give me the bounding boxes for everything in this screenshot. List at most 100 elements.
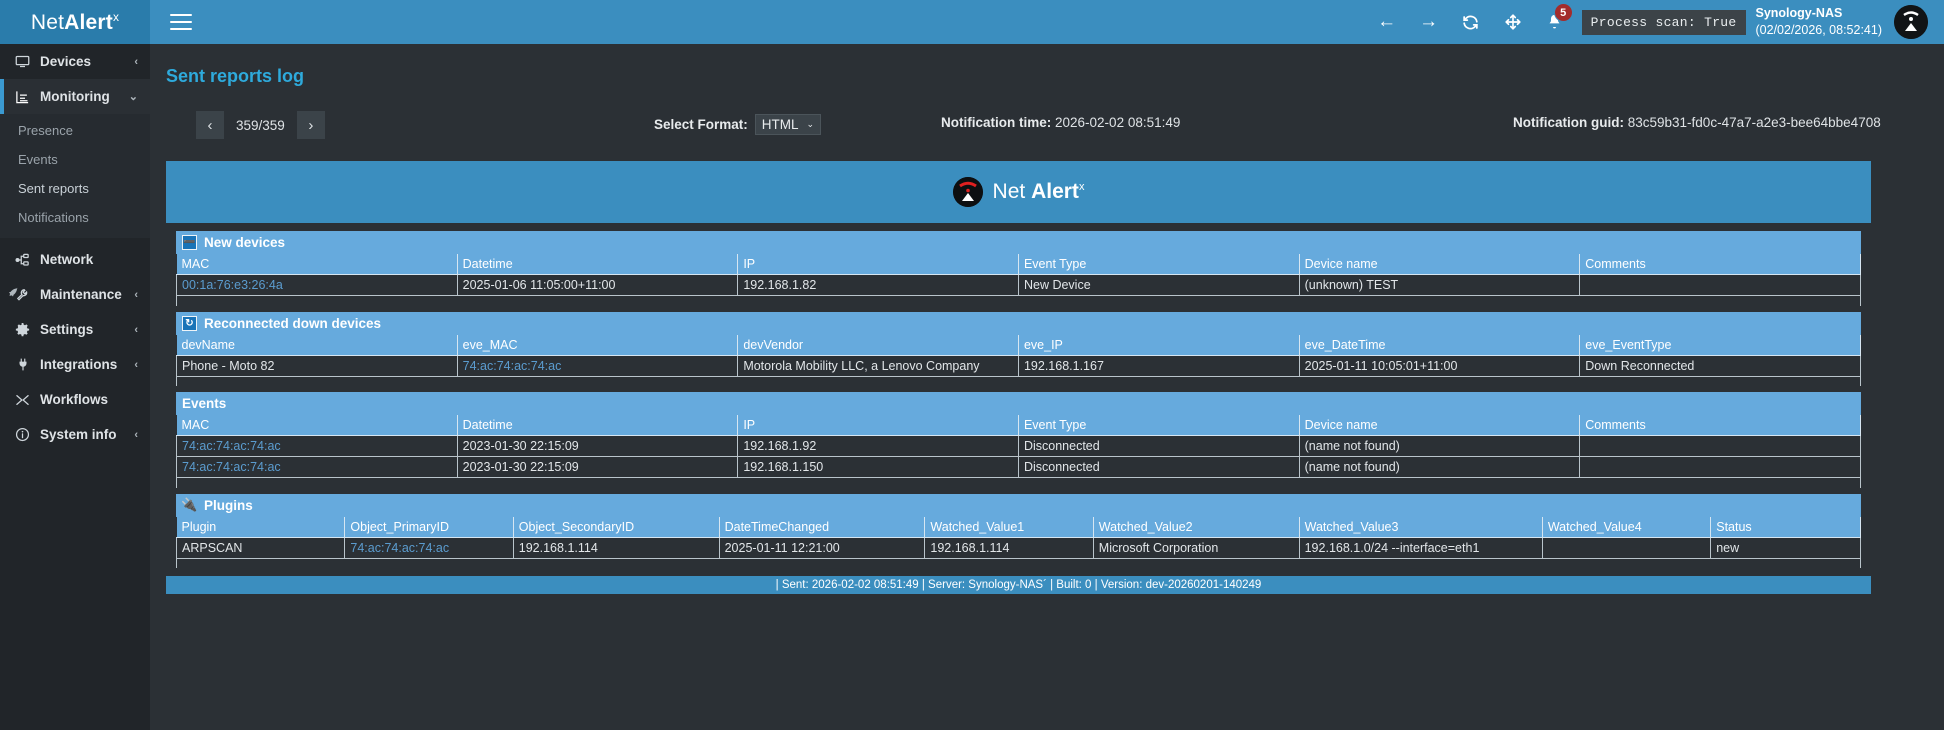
table-cell: New Device — [1017, 274, 1300, 296]
sidebar-item-maintenance[interactable]: Maintenance ‹ — [0, 277, 150, 312]
table-cell: (name not found) — [1298, 456, 1581, 478]
rocket-icon — [6, 286, 20, 303]
column-header[interactable]: Datetime — [457, 254, 739, 275]
format-label: Select Format: — [654, 117, 748, 132]
table-cell: 192.168.1.114 — [924, 536, 1094, 559]
brand-superscript: x — [112, 9, 120, 24]
move-icon[interactable] — [1492, 0, 1534, 44]
notification-guid-label: Notification guid: — [1513, 115, 1624, 130]
server-time: (02/02/2026, 08:52:41) — [1755, 23, 1883, 37]
column-header[interactable]: Watched_Value3 — [1299, 516, 1543, 538]
column-header[interactable]: Comments — [1579, 415, 1861, 436]
sidebar-item-workflows-label: Workflows — [40, 392, 109, 407]
table-row: 74:ac:74:ac:74:ac 2023-01-30 22:15:09 192.… — [176, 435, 1861, 457]
table-spacer-row — [176, 557, 1861, 568]
column-header[interactable]: eve_DateTime — [1299, 334, 1581, 356]
forward-glyph: → — [1419, 11, 1439, 32]
column-header[interactable]: Plugin — [176, 516, 346, 538]
report-logo-part-1: Net — [992, 180, 1026, 203]
menu-toggle-icon[interactable] — [170, 14, 192, 30]
avatar[interactable] — [1894, 5, 1928, 39]
sidebar-item-integrations-label: Integrations — [40, 357, 118, 372]
table-cell: Phone - Moto 82 — [176, 354, 458, 377]
column-header[interactable]: Event Type — [1018, 254, 1300, 275]
notification-time-value: 2026-02-02 08:51:49 — [1055, 115, 1181, 130]
table-spacer-cell — [176, 295, 1861, 306]
format-select-value: HTML — [761, 117, 799, 132]
forward-icon[interactable]: → — [1408, 0, 1450, 44]
column-header[interactable]: Device name — [1299, 415, 1581, 436]
table-cell[interactable]: 74:ac:74:ac:74:ac — [176, 456, 458, 478]
page-title: Sent reports log — [166, 66, 305, 86]
report-section: ↻ Reconnected down devices devName eve_MAC d… — [176, 311, 1861, 386]
column-header[interactable]: eve_EventType — [1579, 334, 1861, 356]
column-header[interactable]: Watched_Value4 — [1542, 516, 1712, 538]
column-header[interactable]: IP — [737, 415, 1019, 436]
table-cell — [1579, 435, 1861, 457]
table-cell[interactable]: 00:1a:76:e3:26:4a — [176, 274, 458, 296]
report-table: MAC Datetime IP Event Type Device name Commen… — [176, 254, 1861, 306]
workflow-icon — [14, 393, 31, 407]
column-header[interactable]: devName — [176, 334, 458, 356]
format-selector-group: Select Format: HTML ⌄ — [654, 114, 822, 135]
prev-report-button[interactable]: ‹ — [196, 111, 224, 139]
pagination: ‹ 359/359 › — [196, 111, 325, 139]
refresh-icon[interactable] — [1450, 0, 1492, 44]
server-info: Synology-NAS (02/02/2026, 08:52:41) — [1756, 5, 1883, 39]
back-icon[interactable]: ← — [1366, 0, 1408, 44]
section-title: Reconnected down devices — [204, 315, 382, 331]
sidebar: Devices ‹ Monitoring ⌄ Presence Events S… — [0, 44, 150, 730]
sidebar-item-network[interactable]: Network — [0, 242, 150, 277]
table-cell[interactable]: 74:ac:74:ac:74:ac — [456, 354, 739, 377]
sidebar-item-integrations[interactable]: Integrations ‹ — [0, 347, 150, 382]
sidebar-item-maintenance-label: Maintenance — [40, 287, 122, 302]
column-header[interactable]: Datetime — [457, 415, 739, 436]
table-cell[interactable]: 74:ac:74:ac:74:ac — [176, 435, 458, 457]
column-header[interactable]: Object_SecondaryID — [513, 516, 720, 538]
sidebar-item-notifications[interactable]: Notifications — [18, 210, 89, 225]
table-cell: 192.168.1.82 — [737, 274, 1019, 296]
sidebar-item-system-info[interactable]: System info ‹ — [0, 417, 150, 452]
sidebar-item-monitoring[interactable]: Monitoring ⌄ — [0, 79, 150, 114]
column-header[interactable]: devVendor — [737, 334, 1019, 356]
app-logo[interactable]: NetAlertx — [0, 0, 150, 44]
column-header[interactable]: MAC — [176, 254, 458, 275]
column-header[interactable]: Watched_Value1 — [924, 516, 1094, 538]
wrench-icon — [14, 288, 31, 302]
column-header[interactable]: eve_IP — [1018, 334, 1300, 356]
table-cell[interactable]: 74:ac:74:ac:74:ac — [344, 536, 514, 559]
next-report-button[interactable]: › — [296, 111, 325, 139]
column-header[interactable]: DateTimeChanged — [719, 516, 926, 538]
notification-guid-value: 83c59b31-fd0c-47a7-a2e3-bee64bbe4708 — [1627, 115, 1881, 130]
process-scan-status: Process scan: True — [1581, 9, 1746, 35]
top-bar-content: ← → 5 Process scan: True Synology-NAS (0… — [150, 0, 1944, 44]
table-cell — [1541, 536, 1712, 559]
column-header[interactable]: Watched_Value2 — [1093, 516, 1300, 538]
chevron-down-icon: ⌄ — [806, 119, 815, 129]
column-header[interactable]: Status — [1710, 516, 1861, 538]
column-header[interactable]: IP — [737, 254, 1019, 275]
table-cell: Down Reconnected — [1579, 354, 1861, 377]
sidebar-item-presence[interactable]: Presence — [18, 123, 73, 138]
sidebar-item-workflows[interactable]: Workflows — [0, 382, 150, 417]
sidebar-item-sent-reports[interactable]: Sent reports — [18, 181, 89, 196]
sidebar-item-devices[interactable]: Devices ‹ — [0, 44, 150, 79]
column-header[interactable]: Event Type — [1018, 415, 1300, 436]
brand-part-1: Net — [30, 10, 65, 34]
sidebar-item-events[interactable]: Events — [18, 152, 58, 167]
table-cell: 192.168.1.167 — [1017, 354, 1300, 377]
format-select[interactable]: HTML ⌄ — [754, 114, 822, 135]
column-header[interactable]: Device name — [1299, 254, 1581, 275]
column-header[interactable]: Comments — [1579, 254, 1861, 275]
column-header[interactable]: eve_MAC — [457, 334, 739, 356]
table-cell: 2023-01-30 22:15:09 — [456, 435, 739, 457]
notifications-bell-icon[interactable]: 5 — [1534, 0, 1576, 44]
section-title: New devices — [204, 235, 286, 250]
table-header-row: MAC Datetime IP Event Type Device name Commen… — [176, 254, 1861, 275]
monitoring-submenu: Presence Events Sent reports Notificatio… — [0, 114, 150, 238]
column-header[interactable]: MAC — [176, 415, 458, 436]
table-header-row: MAC Datetime IP Event Type Device name Commen… — [176, 415, 1861, 436]
column-header[interactable]: Object_PrimaryID — [344, 516, 514, 538]
integrations-chevron: ‹ — [134, 358, 138, 371]
sidebar-item-settings[interactable]: Settings ‹ — [0, 312, 150, 347]
